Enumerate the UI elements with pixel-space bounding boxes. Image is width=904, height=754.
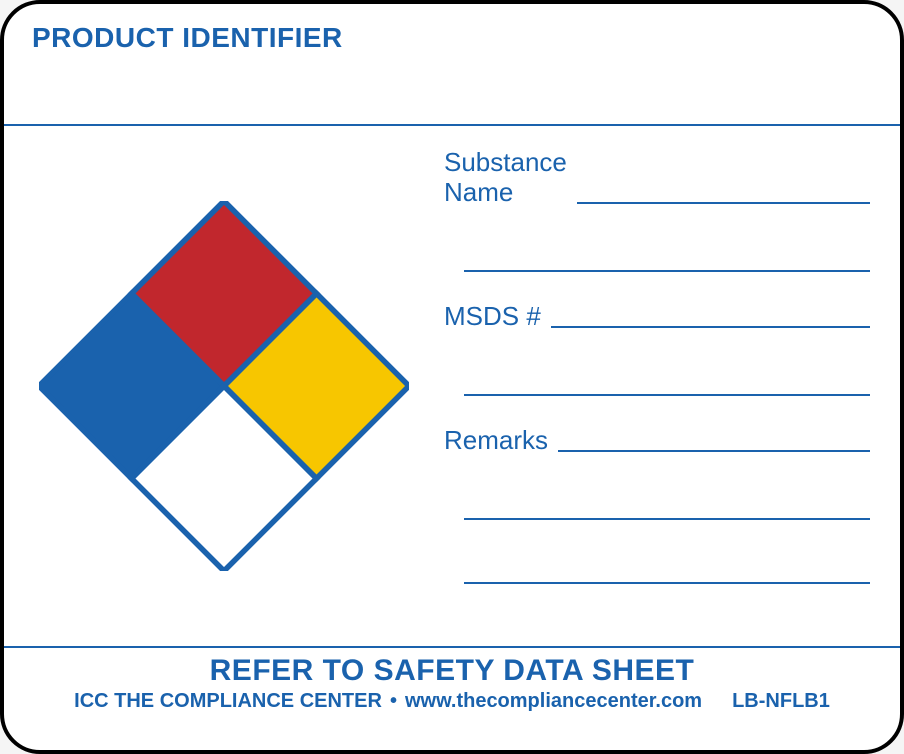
msds-line[interactable] bbox=[551, 300, 870, 328]
header: PRODUCT IDENTIFIER bbox=[4, 4, 900, 124]
substance-name-line[interactable] bbox=[577, 176, 870, 204]
remarks-label: Remarks bbox=[444, 426, 558, 456]
remarks-line[interactable] bbox=[558, 424, 870, 452]
product-identifier-title: PRODUCT IDENTIFIER bbox=[32, 22, 872, 54]
remarks-line-2[interactable] bbox=[464, 492, 870, 520]
footer-url: www.thecompliancecenter.com bbox=[405, 690, 702, 713]
remarks-line-3[interactable] bbox=[464, 556, 870, 584]
substance-name-row: Substance Name bbox=[444, 148, 870, 208]
footer-bullet: • bbox=[390, 690, 397, 713]
substance-name-line-2[interactable] bbox=[464, 244, 870, 272]
msds-line-2[interactable] bbox=[464, 368, 870, 396]
msds-row: MSDS # bbox=[444, 300, 870, 332]
nfpa-diamond-icon bbox=[39, 201, 409, 571]
footer: REFER TO SAFETY DATA SHEET ICC THE COMPL… bbox=[4, 648, 900, 713]
footer-code: LB-NFLB1 bbox=[732, 690, 830, 713]
form-column: Substance Name MSDS # Remarks bbox=[444, 126, 900, 646]
footer-main-text: REFER TO SAFETY DATA SHEET bbox=[24, 654, 880, 688]
diamond-column bbox=[4, 126, 444, 646]
msds-label: MSDS # bbox=[444, 302, 551, 332]
substance-name-label: Substance Name bbox=[444, 148, 577, 208]
nfpa-label-card: PRODUCT IDENTIFIER Substance Name bbox=[0, 0, 904, 754]
footer-org: ICC THE COMPLIANCE CENTER bbox=[74, 690, 382, 713]
main-area: Substance Name MSDS # Remarks bbox=[4, 126, 900, 646]
footer-sub: ICC THE COMPLIANCE CENTER • www.thecompl… bbox=[24, 690, 880, 713]
remarks-row: Remarks bbox=[444, 424, 870, 456]
